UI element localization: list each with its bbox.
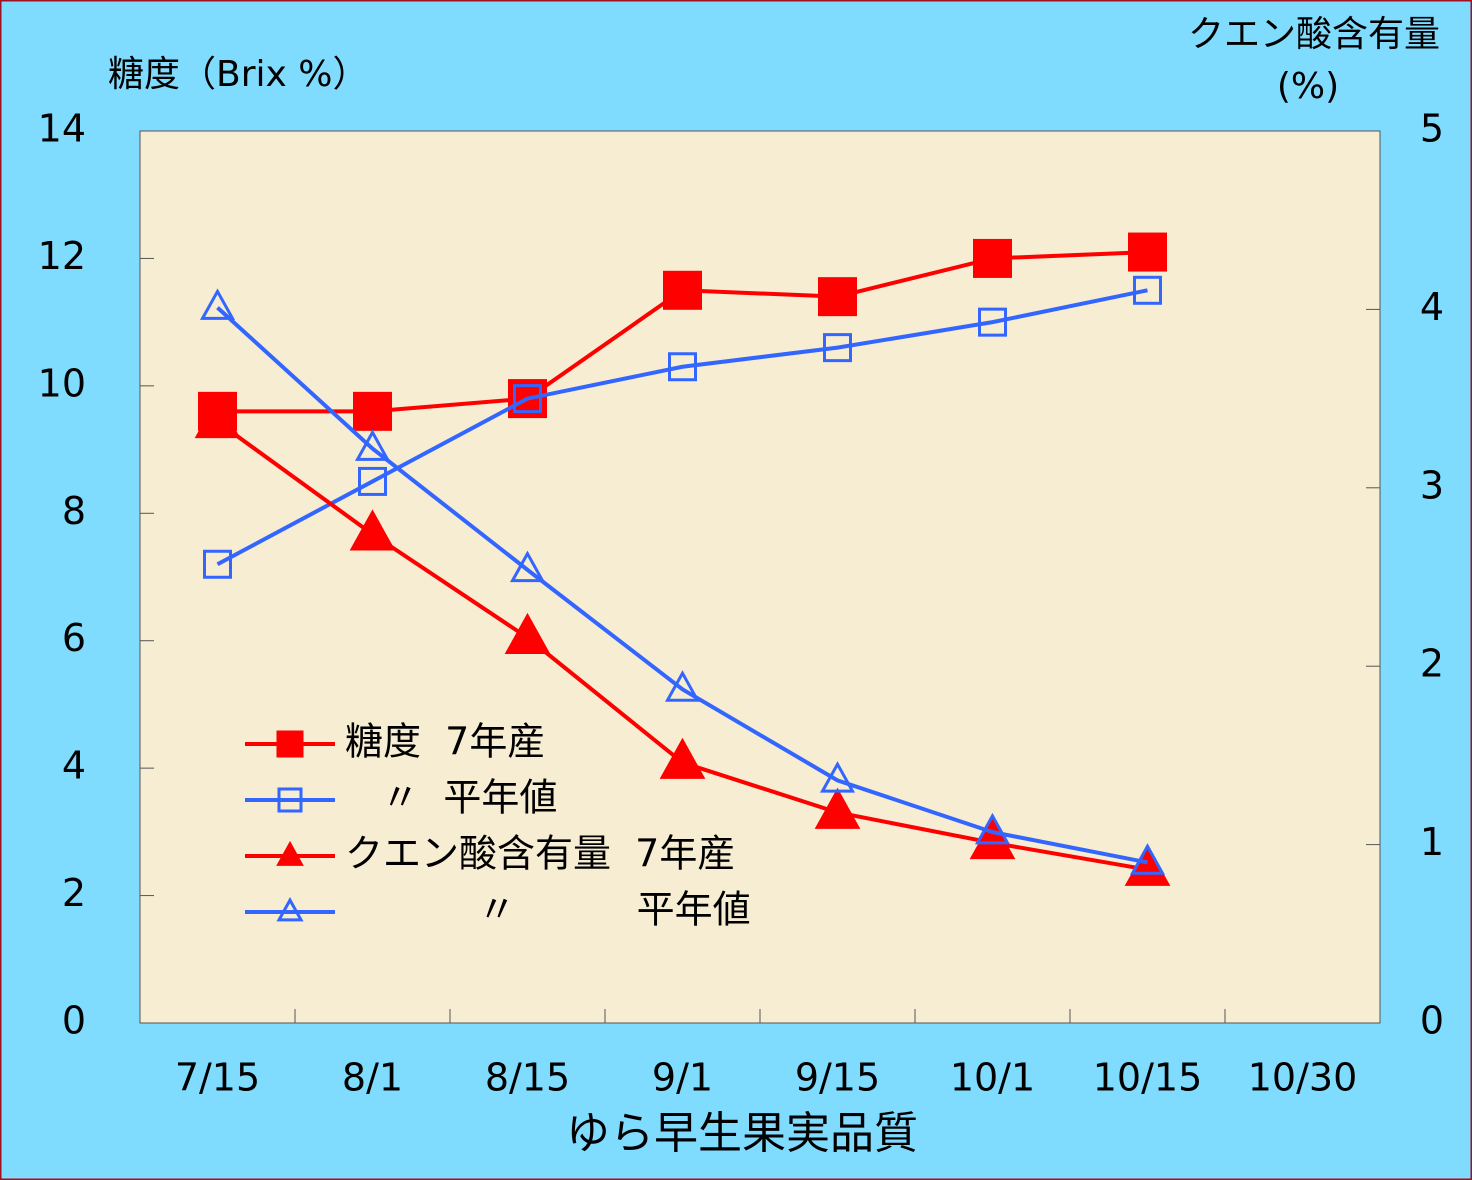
x-tick-label: 10/1: [950, 1056, 1035, 1100]
marker: [664, 670, 701, 702]
y-tick-label: 12: [38, 234, 86, 278]
legend-label: 〃 平年値: [345, 776, 557, 820]
legend-label: クエン酸含有量 7年産: [345, 832, 735, 876]
marker: [814, 787, 861, 829]
x-tick-label: 10/30: [1248, 1056, 1358, 1100]
y-tick-label: 2: [62, 871, 86, 915]
legend-marker: [276, 840, 304, 866]
marker: [659, 737, 706, 779]
y-tick-label: 4: [62, 744, 86, 788]
y2-tick-label: 0: [1420, 999, 1444, 1043]
y2-tick-label: 2: [1420, 642, 1444, 686]
marker: [668, 352, 697, 382]
marker: [978, 307, 1007, 337]
y-tick-label: 10: [38, 361, 86, 405]
y2-tick-label: 4: [1420, 285, 1444, 329]
y-tick-label: 6: [62, 616, 86, 660]
marker: [199, 288, 236, 320]
y2-tick-label: 3: [1420, 463, 1444, 507]
chart-title: ゆら早生果実品質: [566, 1108, 918, 1159]
x-tick-label: 9/15: [795, 1056, 880, 1100]
y2-tick-label: 5: [1420, 107, 1444, 151]
x-tick-label: 8/15: [485, 1056, 570, 1100]
marker: [203, 549, 232, 579]
marker: [354, 429, 391, 461]
legend-marker: [276, 730, 304, 758]
x-tick-label: 10/15: [1093, 1056, 1203, 1100]
y2-tick-label: 1: [1420, 820, 1444, 864]
marker: [1133, 275, 1162, 305]
legend-marker: [277, 787, 303, 813]
legend-label: 〃 平年値: [345, 888, 751, 932]
marker: [818, 277, 857, 317]
x-tick-label: 7/15: [175, 1056, 260, 1100]
marker: [349, 509, 396, 551]
marker: [504, 612, 551, 654]
x-tick-label: 8/1: [342, 1056, 403, 1100]
marker: [969, 818, 1016, 860]
marker: [819, 761, 856, 793]
marker: [1129, 843, 1166, 875]
marker: [194, 397, 241, 439]
marker: [823, 333, 852, 363]
marker: [513, 384, 542, 414]
legend-label: 糖度 7年産: [345, 720, 545, 764]
marker: [974, 812, 1011, 845]
y-tick-label: 8: [62, 489, 86, 533]
y2-axis-label: (%): [1277, 66, 1339, 107]
marker: [663, 270, 702, 310]
marker: [1128, 232, 1167, 272]
y2-axis-label: クエン酸含有量: [1188, 14, 1440, 55]
plot-area: [139, 130, 1381, 1024]
marker: [973, 238, 1012, 278]
y-tick-label: 14: [38, 107, 86, 151]
y-tick-label: 0: [62, 999, 86, 1043]
marker: [358, 466, 387, 496]
legend-marker: [276, 897, 304, 922]
marker: [353, 391, 392, 431]
series-line: [216, 306, 1148, 865]
marker: [509, 550, 546, 583]
series-line: [216, 288, 1148, 567]
x-tick-label: 9/1: [652, 1056, 713, 1100]
y-axis-label: 糖度（Brix %）: [108, 54, 368, 95]
